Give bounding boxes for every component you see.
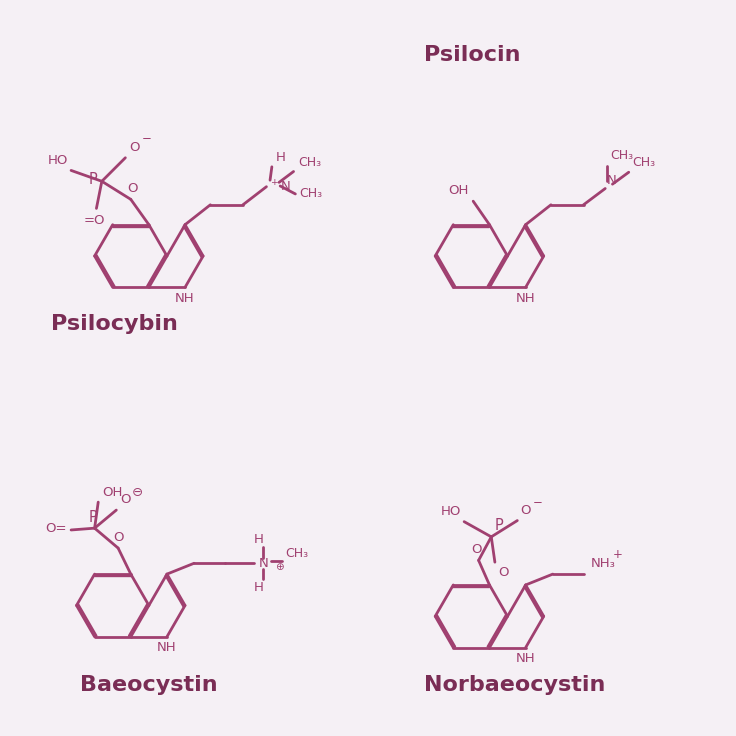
Text: O: O — [113, 531, 124, 544]
Text: P: P — [89, 172, 97, 187]
Text: NH: NH — [175, 292, 195, 305]
Text: ⊖: ⊖ — [132, 486, 143, 498]
Text: CH₃: CH₃ — [298, 155, 321, 169]
Text: =O: =O — [84, 214, 105, 227]
Text: HO: HO — [48, 154, 68, 167]
Text: NH: NH — [516, 292, 536, 305]
Text: OH: OH — [102, 486, 123, 498]
Text: H: H — [253, 581, 263, 594]
Text: CH₃: CH₃ — [611, 149, 634, 163]
Text: N: N — [258, 556, 268, 570]
Text: N: N — [607, 174, 617, 187]
Text: CH₃: CH₃ — [286, 548, 308, 560]
Text: −: − — [141, 132, 152, 145]
Text: P: P — [88, 510, 97, 526]
Text: OH: OH — [448, 184, 469, 197]
Text: +: + — [613, 548, 623, 562]
Text: HO: HO — [441, 505, 461, 518]
Text: Psilocin: Psilocin — [425, 45, 521, 65]
Text: O: O — [498, 566, 509, 578]
Text: NH: NH — [158, 642, 177, 654]
Text: P: P — [494, 518, 503, 533]
Text: O: O — [127, 182, 138, 195]
Text: NH₃: NH₃ — [591, 556, 615, 570]
Text: H: H — [276, 151, 286, 164]
Text: O: O — [120, 493, 130, 506]
Text: O: O — [520, 504, 531, 517]
Text: O: O — [472, 543, 482, 556]
Text: CH₃: CH₃ — [632, 156, 656, 169]
Text: O=: O= — [45, 522, 67, 534]
Text: H: H — [253, 533, 263, 546]
Text: CH₃: CH₃ — [300, 188, 323, 200]
Text: −: − — [533, 496, 542, 509]
Text: NH: NH — [516, 652, 536, 665]
Text: Baeocystin: Baeocystin — [80, 675, 218, 695]
Text: ⊕: ⊕ — [275, 562, 284, 572]
Text: $^+$N: $^+$N — [269, 179, 291, 194]
Text: Norbaeocystin: Norbaeocystin — [424, 675, 606, 695]
Text: O: O — [130, 141, 140, 154]
Text: Psilocybin: Psilocybin — [52, 314, 178, 334]
